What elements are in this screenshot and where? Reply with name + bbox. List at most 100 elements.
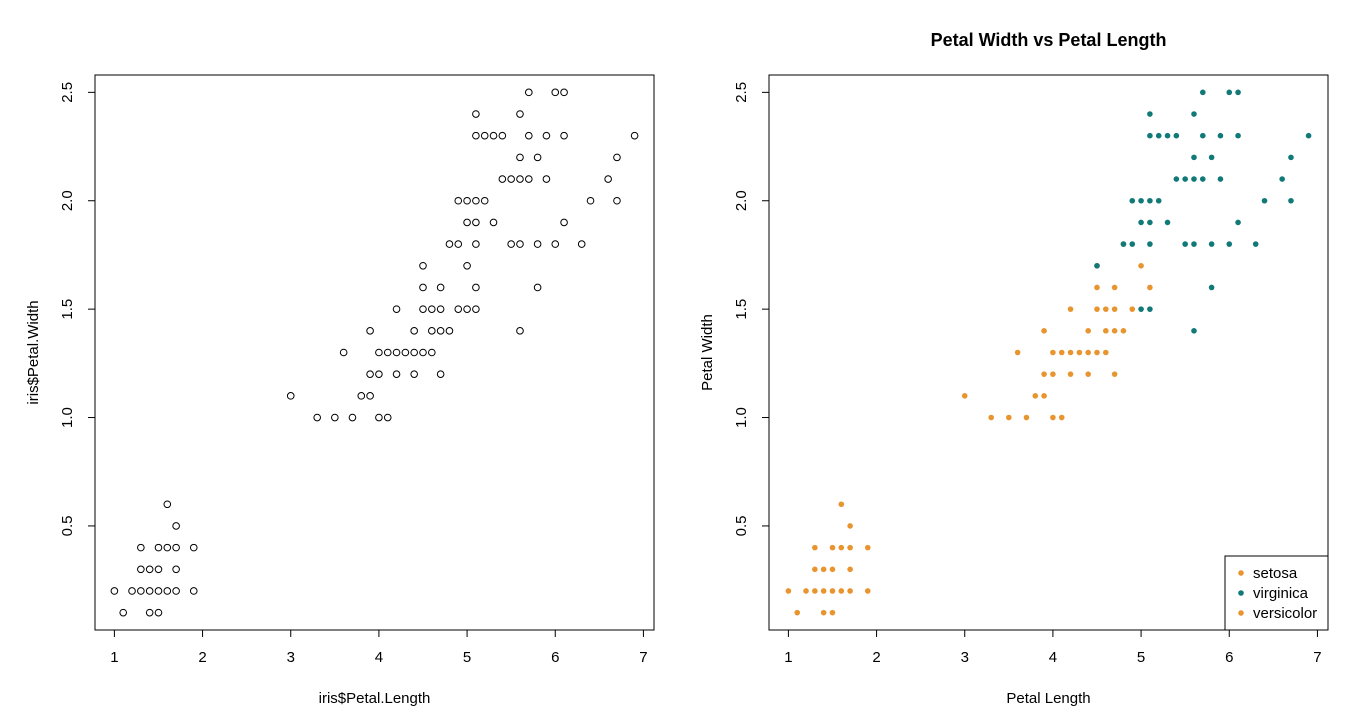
data-point-versicolor: [1041, 393, 1047, 399]
data-point-versicolor: [1067, 371, 1074, 377]
data-point: [533, 153, 542, 162]
data-point: [472, 110, 480, 118]
data-point-setosa: [829, 544, 836, 551]
data-point: [145, 587, 154, 595]
data-point: [613, 196, 621, 205]
data-point-virginica: [1138, 197, 1144, 204]
legend-label-setosa: setosa: [1253, 565, 1298, 582]
data-point-versicolor: [1050, 414, 1056, 421]
data-point: [551, 88, 560, 97]
x-tick-label: 1: [110, 649, 118, 666]
data-point: [604, 175, 612, 183]
data-point: [436, 283, 445, 292]
data-point: [551, 240, 560, 248]
data-point: [392, 348, 401, 357]
data-point: [366, 392, 374, 400]
legend-label-virginica: virginica: [1253, 585, 1309, 602]
x-tick-label: 7: [639, 649, 647, 666]
data-point-virginica: [1147, 306, 1153, 312]
y-axis-label: iris$Petal.Width: [25, 300, 42, 404]
data-point: [524, 131, 533, 140]
data-point-virginica: [1191, 111, 1197, 117]
data-point-versicolor: [1050, 349, 1056, 356]
data-point-versicolor: [1111, 328, 1118, 334]
data-point: [410, 348, 418, 357]
x-tick-label: 1: [784, 649, 792, 666]
data-point-setosa: [864, 588, 871, 594]
data-point: [366, 327, 374, 335]
data-point-setosa: [794, 609, 801, 616]
data-point: [172, 522, 180, 530]
data-point-versicolor: [988, 414, 994, 421]
data-point-virginica: [1173, 132, 1180, 139]
data-point: [366, 370, 374, 378]
data-point: [348, 413, 357, 422]
data-point-virginica: [1147, 197, 1153, 204]
x-tick-label: 4: [375, 649, 383, 666]
data-point-versicolor: [1032, 393, 1039, 399]
data-point: [472, 240, 480, 248]
data-point: [542, 131, 551, 140]
data-point-virginica: [1288, 154, 1294, 161]
data-point-virginica: [1155, 132, 1162, 139]
data-point-setosa: [820, 566, 827, 573]
data-point: [163, 587, 172, 595]
data-point: [428, 305, 436, 313]
data-point: [428, 327, 436, 335]
data-point-setosa: [803, 588, 809, 594]
data-point-virginica: [1138, 219, 1144, 226]
y-tick-label: 2.0: [59, 190, 76, 211]
data-point-versicolor: [1067, 349, 1074, 356]
data-point-virginica: [1191, 154, 1197, 161]
data-point: [445, 240, 454, 248]
data-point-virginica: [1288, 197, 1294, 204]
data-point: [454, 240, 463, 248]
chart-title: Petal Width vs Petal Length: [931, 30, 1167, 50]
data-point: [339, 348, 348, 357]
data-point-versicolor: [1111, 284, 1118, 291]
x-tick-label: 6: [1225, 649, 1233, 666]
data-point-versicolor: [1085, 328, 1091, 334]
data-point: [163, 500, 172, 509]
data-point: [463, 196, 471, 205]
data-point: [145, 565, 154, 574]
data-point-setosa: [847, 588, 853, 594]
data-point-virginica: [1226, 89, 1233, 96]
data-point-versicolor: [1067, 306, 1074, 312]
data-point: [472, 283, 480, 292]
data-point-virginica: [1147, 111, 1153, 117]
data-point-virginica: [1252, 241, 1259, 247]
data-point-virginica: [1191, 328, 1197, 334]
data-point-virginica: [1208, 284, 1215, 291]
data-point-setosa: [812, 544, 818, 551]
y-tick-label: 0.5: [59, 516, 76, 537]
data-point-virginica: [1094, 262, 1100, 269]
data-point-virginica: [1235, 132, 1241, 139]
data-point-virginica: [1155, 197, 1162, 204]
data-point: [472, 218, 480, 227]
data-point-versicolor: [1094, 349, 1100, 356]
x-tick-label: 5: [463, 649, 471, 666]
data-point-setosa: [847, 523, 853, 529]
data-point: [516, 153, 524, 162]
data-point-versicolor: [1085, 349, 1091, 356]
x-tick-label: 6: [551, 649, 559, 666]
data-point-versicolor: [1023, 414, 1030, 421]
data-point: [357, 392, 366, 400]
data-point-versicolor: [961, 393, 968, 399]
data-point: [375, 348, 383, 357]
data-point: [516, 175, 524, 183]
data-point-virginica: [1199, 132, 1206, 139]
data-point: [154, 587, 163, 595]
data-point-versicolor: [1058, 414, 1065, 421]
data-point-virginica: [1129, 241, 1136, 247]
data-point: [410, 327, 418, 335]
y-tick-label: 2.5: [733, 82, 750, 103]
data-point: [463, 305, 471, 313]
data-point: [630, 131, 639, 140]
data-point-versicolor: [1147, 284, 1153, 291]
data-point: [533, 283, 542, 292]
data-point-setosa: [820, 609, 827, 616]
x-tick-label: 4: [1049, 649, 1057, 666]
